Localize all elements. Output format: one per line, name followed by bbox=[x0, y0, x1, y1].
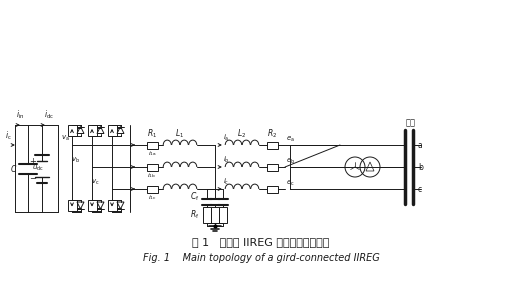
Text: $C_{\rm f}$: $C_{\rm f}$ bbox=[189, 191, 199, 203]
Text: $e_{\rm a}$: $e_{\rm a}$ bbox=[286, 135, 295, 144]
Text: b: b bbox=[418, 163, 423, 172]
Text: 图 1   并网型 IIREG 主电路拓扑结构图: 图 1 并网型 IIREG 主电路拓扑结构图 bbox=[192, 237, 330, 247]
Text: $+$: $+$ bbox=[29, 155, 37, 166]
Bar bbox=[147, 185, 158, 193]
Text: $R_{\rm 2}$: $R_{\rm 2}$ bbox=[267, 128, 277, 140]
Bar bbox=[108, 200, 116, 211]
Text: $i_{\rm c}$: $i_{\rm c}$ bbox=[5, 130, 12, 142]
Bar bbox=[108, 124, 116, 136]
Text: $R_{\rm f}$: $R_{\rm f}$ bbox=[189, 209, 199, 221]
Bar bbox=[88, 200, 97, 211]
Bar bbox=[267, 142, 278, 148]
Text: $i_{\rm 1c}$: $i_{\rm 1c}$ bbox=[148, 194, 156, 202]
Text: $i_{\rm c}$: $i_{\rm c}$ bbox=[223, 177, 229, 187]
Text: $L_{\rm 2}$: $L_{\rm 2}$ bbox=[238, 128, 246, 140]
Bar bbox=[88, 124, 97, 136]
Text: Fig. 1    Main topology of a gird-connected IIREG: Fig. 1 Main topology of a gird-connected… bbox=[143, 253, 379, 263]
Bar bbox=[147, 142, 158, 148]
Text: $u_{\rm dc}$: $u_{\rm dc}$ bbox=[32, 164, 44, 173]
Bar bbox=[267, 164, 278, 170]
Bar bbox=[219, 207, 227, 223]
Text: $i_{\rm dc}$: $i_{\rm dc}$ bbox=[44, 109, 54, 121]
Text: $e_{\rm c}$: $e_{\rm c}$ bbox=[286, 179, 294, 188]
Text: $R_{\rm 1}$: $R_{\rm 1}$ bbox=[147, 128, 157, 140]
Text: $i_{\rm 1b}$: $i_{\rm 1b}$ bbox=[148, 172, 157, 180]
Bar bbox=[147, 164, 158, 170]
Text: $v_{\rm c}$: $v_{\rm c}$ bbox=[91, 178, 100, 187]
Text: $i_{\rm a}$: $i_{\rm a}$ bbox=[223, 133, 230, 143]
Text: $i_{\rm b}$: $i_{\rm b}$ bbox=[223, 155, 230, 165]
Text: 电网: 电网 bbox=[406, 118, 416, 127]
Text: $i_{\rm 1a}$: $i_{\rm 1a}$ bbox=[148, 149, 157, 158]
Bar bbox=[67, 124, 77, 136]
Text: a: a bbox=[418, 140, 423, 149]
Bar bbox=[211, 207, 219, 223]
Bar bbox=[203, 207, 211, 223]
Text: $C$: $C$ bbox=[10, 163, 17, 174]
Text: $e_{\rm b}$: $e_{\rm b}$ bbox=[286, 157, 295, 166]
Text: c: c bbox=[418, 184, 422, 194]
Bar bbox=[67, 200, 77, 211]
Text: $-$: $-$ bbox=[29, 172, 37, 181]
Text: $L_{\rm 1}$: $L_{\rm 1}$ bbox=[175, 128, 185, 140]
Text: $i_{\rm in}$: $i_{\rm in}$ bbox=[16, 109, 25, 121]
Bar bbox=[267, 185, 278, 193]
Text: $v_{\rm b}$: $v_{\rm b}$ bbox=[71, 156, 80, 165]
Text: $v_{\rm a}$: $v_{\rm a}$ bbox=[62, 134, 70, 143]
